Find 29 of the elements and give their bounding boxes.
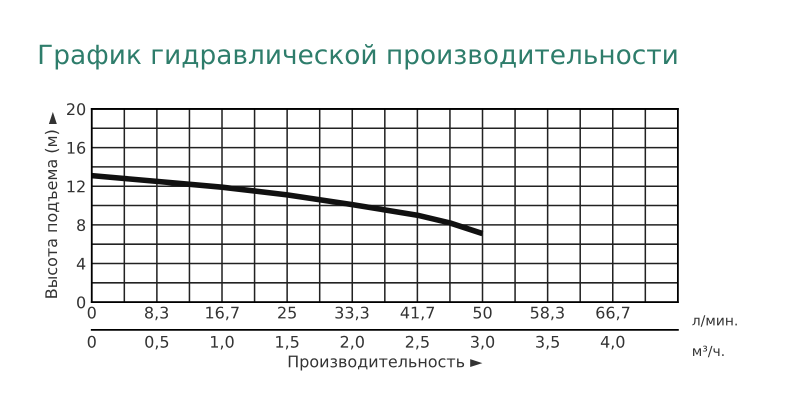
y-tick-label: 16 (68, 142, 86, 154)
x-tick-label: 4,0 (600, 336, 624, 350)
text: м³/ч. (693, 346, 724, 358)
x-tick-label: 1,0 (211, 336, 234, 350)
y-tick-label: 4 (76, 258, 86, 270)
x2-tick-label: 16,7 (206, 306, 239, 320)
x-tick-label: 1,5 (276, 336, 298, 350)
x2-tick-label: 41,7 (400, 306, 434, 320)
x-tick-label: 2,5 (406, 336, 429, 350)
x-axis-title: Производительность ► (288, 356, 482, 371)
chart-title: График гидравлической производительности (40, 44, 676, 70)
y-tick-label: 0 (77, 296, 86, 308)
text: л/мин. (692, 315, 737, 327)
x-tick-label: 2,0 (340, 336, 364, 350)
y-tick-label: 8 (77, 219, 86, 232)
y-axis-title: Высота подъема (м) ► (44, 112, 60, 298)
x-tick-label: 3,0 (471, 336, 494, 350)
x2-tick-label: 50 (474, 306, 492, 319)
x2-tick-label: 58,3 (530, 306, 564, 320)
x-tick-label: 3,5 (536, 336, 559, 350)
x2-tick-label: 0 (88, 306, 96, 319)
x2-tick-label: 8,3 (145, 306, 168, 320)
x2-tick-label: 33,3 (335, 306, 368, 320)
x2-tick-label: 66,7 (596, 306, 630, 320)
x-tick-label: 0 (88, 336, 96, 348)
y-tick-label: 12 (68, 180, 85, 192)
x-tick-label: 0,5 (145, 336, 168, 350)
y-tick-label: 20 (67, 103, 86, 116)
x2-tick-label: 25 (278, 306, 296, 319)
